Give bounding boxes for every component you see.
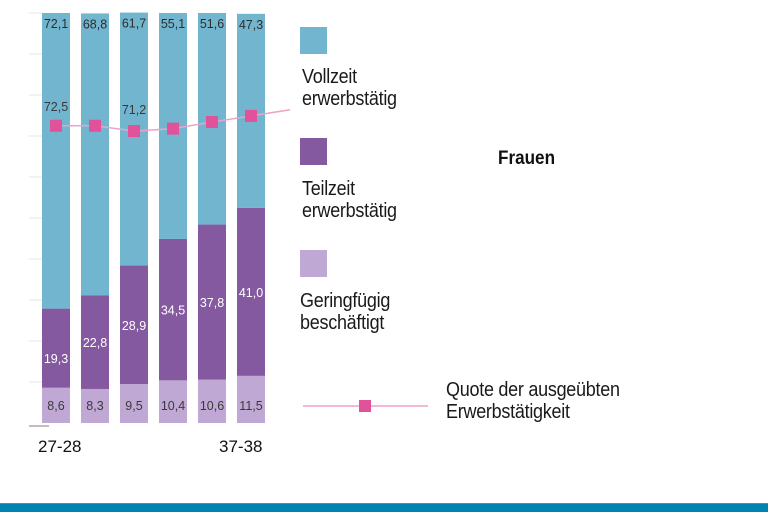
legend-swatch-geringfuegig: [300, 250, 327, 277]
data-label: 41,0: [239, 286, 263, 300]
bar-labels: 8,6 19,3 72,1 8,3 22,8 68,8 9,5 28,9 61,7 10,4 34,…: [44, 17, 263, 413]
rate-label: 71,2: [122, 103, 146, 117]
data-label: 28,9: [122, 319, 146, 333]
data-label: 68,8: [83, 17, 107, 31]
bar-segment-vollzeit: [81, 13, 109, 296]
data-label: 10,6: [200, 399, 224, 413]
bar-segment-geringfuegig: [120, 384, 148, 423]
legend-line-marker: [303, 400, 428, 412]
rate-marker: [167, 122, 179, 135]
chart-title: Frauen: [498, 148, 556, 169]
bar-segment-geringfuegig: [159, 380, 187, 423]
data-label: 8,3: [86, 399, 103, 413]
data-label: 47,3: [239, 18, 263, 32]
legend-label-teilzeit: Teilzeit erwerbstätig: [302, 178, 397, 222]
data-label: 37,8: [200, 296, 224, 310]
data-label: 10,4: [161, 399, 185, 413]
bar-segment-teilzeit: [237, 207, 265, 376]
x-tick-last: 37-38: [219, 437, 263, 456]
data-label: 8,6: [47, 399, 64, 413]
bar-segment-teilzeit: [159, 238, 187, 381]
bar-segment-vollzeit: [42, 13, 70, 309]
legend-swatch-teilzeit: [300, 138, 327, 165]
data-label: 19,3: [44, 352, 68, 366]
rate-marker: [206, 116, 218, 129]
rate-marker: [89, 119, 101, 132]
rate-line: 72,5 71,2: [44, 100, 291, 138]
gridlines: [29, 12, 49, 427]
legend-swatch-vollzeit: [300, 27, 327, 54]
bars: [42, 12, 265, 423]
bar-segment-teilzeit: [198, 224, 226, 380]
rate-label: 72,5: [44, 100, 68, 114]
data-label: 61,7: [122, 17, 146, 31]
bar-segment-geringfuegig: [237, 375, 265, 423]
rate-marker: [128, 125, 140, 138]
footer-bar: [0, 503, 768, 512]
bar-segment-geringfuegig: [81, 388, 109, 423]
data-label: 55,1: [161, 17, 185, 31]
bar-segment-vollzeit: [120, 12, 148, 266]
bar-segment-teilzeit: [81, 295, 109, 389]
data-label: 34,5: [161, 304, 185, 318]
bar-segment-teilzeit: [120, 265, 148, 385]
data-label: 51,6: [200, 17, 224, 31]
data-label: 22,8: [83, 336, 107, 350]
bar-segment-teilzeit: [42, 308, 70, 388]
bar-segment-geringfuegig: [198, 379, 226, 423]
data-label: 72,1: [44, 17, 68, 31]
legend-label-vollzeit: Vollzeit erwerbstätig: [302, 66, 397, 110]
legend-label-geringfuegig: Geringfügig beschäftigt: [300, 290, 391, 334]
data-label: 11,5: [239, 399, 262, 413]
rate-marker: [50, 119, 62, 132]
x-tick-first: 27-28: [38, 437, 82, 456]
legend-label-quote: Quote der ausgeübten Erwerbstätigkeit: [446, 379, 620, 423]
rate-marker: [245, 109, 257, 122]
bar-segment-geringfuegig: [42, 387, 70, 423]
data-label: 9,5: [125, 399, 142, 413]
